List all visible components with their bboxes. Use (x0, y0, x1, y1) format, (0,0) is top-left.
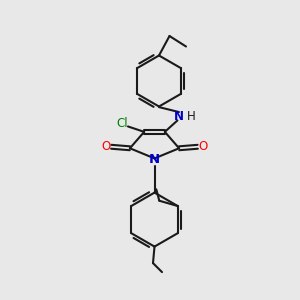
Text: O: O (101, 140, 110, 153)
Text: Cl: Cl (117, 117, 128, 130)
Text: O: O (199, 140, 208, 153)
Text: N: N (149, 153, 160, 167)
Text: N: N (174, 110, 184, 123)
Text: H: H (187, 110, 195, 123)
